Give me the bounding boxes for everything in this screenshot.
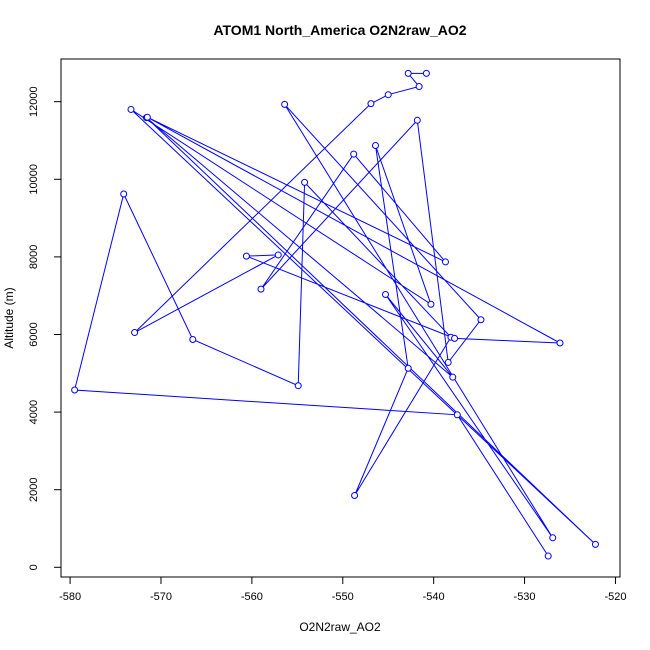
- data-point: [549, 534, 557, 542]
- data-point: [242, 252, 250, 260]
- data-point: [449, 373, 457, 381]
- data-point: [189, 336, 197, 344]
- data-point: [415, 83, 423, 91]
- data-point: [351, 492, 359, 500]
- data-point: [591, 540, 599, 548]
- data-point: [301, 178, 309, 186]
- data-point: [422, 69, 430, 77]
- y-tick-label: 10000: [28, 164, 40, 195]
- y-tick-label: 0: [28, 564, 40, 570]
- y-tick-label: 4000: [28, 400, 40, 424]
- data-point: [453, 411, 461, 419]
- data-point: [441, 258, 449, 266]
- data-point: [556, 339, 564, 347]
- data-point: [127, 105, 135, 113]
- plot-frame: [60, 58, 621, 578]
- x-tick-label: -530: [514, 591, 536, 603]
- y-axis-label: Altitude (m): [2, 287, 16, 348]
- x-tick-label: -580: [59, 591, 81, 603]
- data-point: [413, 116, 421, 124]
- data-point: [544, 552, 552, 560]
- series-line: [73, 72, 596, 557]
- data-point: [371, 142, 379, 150]
- series-layer: [71, 69, 599, 560]
- data-point: [71, 386, 79, 394]
- x-tick-label: -550: [332, 591, 354, 603]
- data-point: [404, 69, 412, 77]
- data-point: [120, 190, 128, 198]
- x-tick-label: -540: [423, 591, 445, 603]
- data-point: [381, 291, 389, 299]
- data-point: [384, 91, 392, 99]
- data-point: [281, 100, 289, 108]
- y-tick-label: 12000: [28, 86, 40, 117]
- x-tick-label: -560: [241, 591, 263, 603]
- data-point: [427, 300, 435, 308]
- data-point: [294, 382, 302, 390]
- x-tick-label: -520: [604, 591, 626, 603]
- x-axis: -580 -570 -560 -550 -540 -530 -520: [59, 576, 626, 603]
- chart-title: ATOM1 North_America O2N2raw_AO2: [213, 22, 466, 38]
- data-point: [451, 334, 459, 342]
- y-tick-label: 2000: [28, 477, 40, 501]
- data-point: [444, 358, 452, 366]
- data-point: [257, 285, 265, 293]
- data-point: [350, 150, 358, 158]
- data-point: [143, 113, 151, 121]
- x-tick-label: -570: [150, 591, 172, 603]
- y-tick-label: 8000: [28, 245, 40, 269]
- y-tick-label: 6000: [28, 322, 40, 346]
- data-point: [477, 316, 485, 324]
- y-axis: 0 2000 4000 6000 8000 10000 12000: [28, 86, 62, 570]
- x-axis-label: O2N2raw_AO2: [299, 620, 381, 634]
- data-point: [367, 100, 375, 108]
- data-point: [404, 364, 412, 372]
- data-point: [274, 251, 282, 259]
- data-point: [131, 329, 139, 337]
